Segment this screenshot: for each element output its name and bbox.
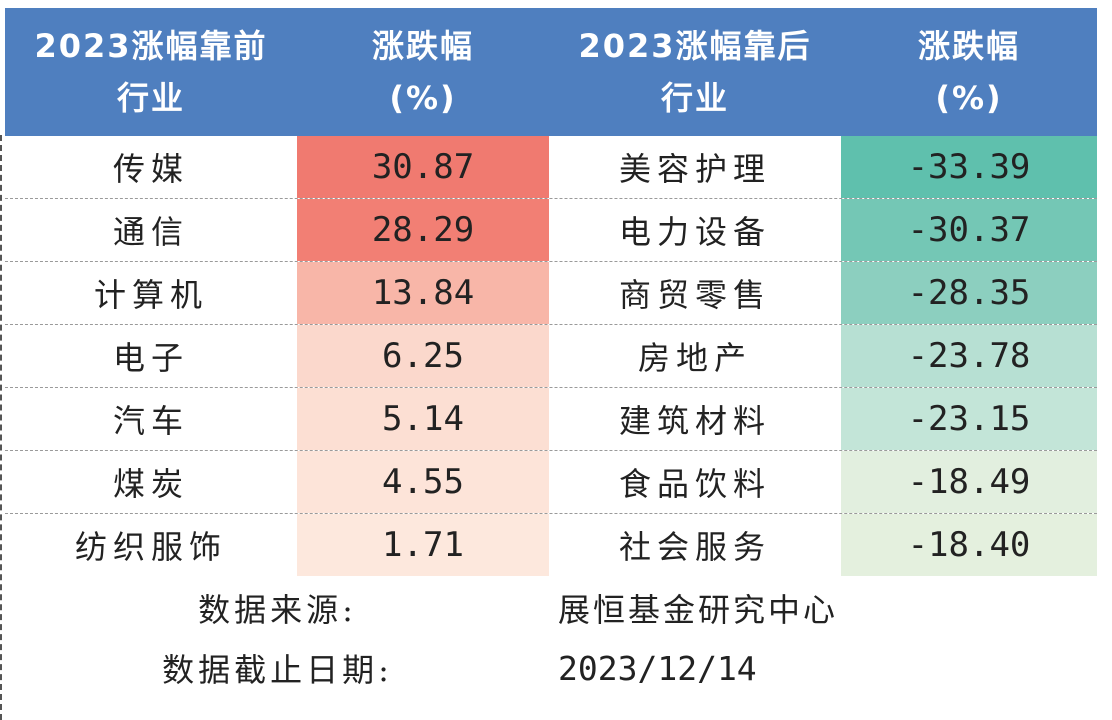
bottom-industry-cell: 商贸零售 xyxy=(618,276,771,314)
bottom-change-cell: -18.49 xyxy=(841,451,1097,513)
bottom-change-cell: -23.78 xyxy=(841,325,1097,387)
top-industry-cell: 煤炭 xyxy=(112,465,189,503)
top-change-cell: 6.25 xyxy=(297,325,549,387)
bottom-change-cell: -33.39 xyxy=(841,136,1097,198)
bottom-change-cell: -28.35 xyxy=(841,262,1097,324)
top-industry-cell: 传媒 xyxy=(112,150,189,188)
bottom-change-cell: -30.37 xyxy=(841,199,1097,261)
top-industry-cell: 通信 xyxy=(112,213,189,251)
date-value: 2023/12/14 xyxy=(558,648,757,688)
table-row: 汽车 5.14 建筑材料 -23.15 xyxy=(5,388,1097,451)
top-industry-cell: 电子 xyxy=(112,339,189,377)
table-row: 计算机 13.84 商贸零售 -28.35 xyxy=(5,262,1097,325)
top-change-cell: 13.84 xyxy=(297,262,549,324)
table-row: 纺织服饰 1.71 社会服务 -18.40 xyxy=(5,514,1097,576)
left-dashed-border xyxy=(0,135,2,720)
table-row: 煤炭 4.55 食品饮料 -18.49 xyxy=(5,451,1097,514)
table-body: 传媒 30.87 美容护理 -33.39 通信 28.29 电力设备 -30.3… xyxy=(5,136,1097,576)
bottom-industry-cell: 电力设备 xyxy=(618,213,771,251)
header-bottom-change: 涨跌幅 (%) xyxy=(917,27,1020,117)
top-industry-cell: 计算机 xyxy=(93,276,208,314)
top-change-cell: 4.55 xyxy=(297,451,549,513)
top-change-cell: 1.71 xyxy=(297,514,549,576)
table-row: 电子 6.25 房地产 -23.78 xyxy=(5,325,1097,388)
header-top-industry: 2023涨幅靠前 行业 xyxy=(34,27,268,117)
header-bottom-industry: 2023涨幅靠后 行业 xyxy=(578,27,812,117)
top-change-cell: 30.87 xyxy=(297,136,549,198)
top-industry-cell: 纺织服饰 xyxy=(74,528,227,566)
bottom-industry-cell: 食品饮料 xyxy=(618,465,771,503)
bottom-change-cell: -23.15 xyxy=(841,388,1097,450)
table-row: 传媒 30.87 美容护理 -33.39 xyxy=(5,136,1097,199)
table-header: 2023涨幅靠前 行业 涨跌幅 (%) 2023涨幅靠后 行业 涨跌幅 (%) xyxy=(5,8,1097,136)
table-row: 通信 28.29 电力设备 -30.37 xyxy=(5,199,1097,262)
top-industry-cell: 汽车 xyxy=(112,402,189,440)
table-footer: 数据来源: 展恒基金研究中心 数据截止日期: 2023/12/14 xyxy=(5,578,1097,698)
bottom-industry-cell: 社会服务 xyxy=(618,528,771,566)
bottom-industry-cell: 房地产 xyxy=(637,339,752,377)
bottom-change-cell: -18.40 xyxy=(841,514,1097,576)
date-row: 数据截止日期: 2023/12/14 xyxy=(5,638,1097,698)
bottom-industry-cell: 美容护理 xyxy=(618,150,771,188)
top-change-cell: 28.29 xyxy=(297,199,549,261)
top-change-cell: 5.14 xyxy=(297,388,549,450)
source-value: 展恒基金研究中心 xyxy=(558,591,839,629)
date-label: 数据截止日期: xyxy=(162,651,393,689)
source-label: 数据来源: xyxy=(198,591,357,629)
source-row: 数据来源: 展恒基金研究中心 xyxy=(5,578,1097,638)
header-top-change: 涨跌幅 (%) xyxy=(371,27,474,117)
bottom-industry-cell: 建筑材料 xyxy=(618,402,771,440)
